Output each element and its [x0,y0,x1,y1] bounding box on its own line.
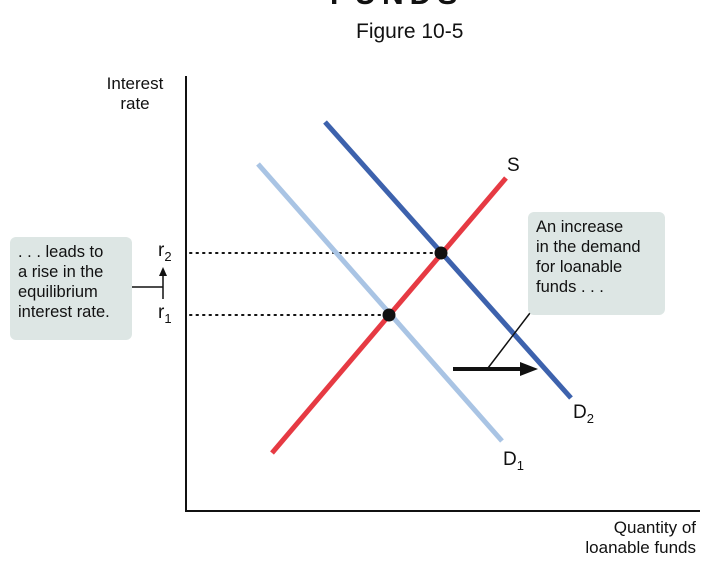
cutoff-heading: FUNDS [330,0,463,12]
right-callout-line-1: An increase [536,218,624,236]
supply-label-text: S [507,155,520,176]
d1-label-text: D [503,449,517,470]
d2-label-text: D [573,402,587,423]
right-callout-line-4: funds . . . [536,278,604,296]
y-axis-label-line-2: rate [120,94,150,113]
r1-sub: 1 [164,310,172,326]
demand-curve-d2 [323,120,573,400]
equilibrium-point-1 [382,308,396,322]
shift-arrow-head [520,362,538,376]
right-callout: An increase in the demand for loanable f… [528,212,665,315]
left-callout-line-4: interest rate. [18,303,110,321]
left-callout: . . . leads to a rise in the equilibrium… [10,237,132,340]
d1-label-sub: 1 [516,457,524,473]
left-callout-line-2: a rise in the [18,263,104,281]
x-axis-label: Quantity of loanable funds [556,518,696,558]
d2-label: D2 [573,402,594,426]
left-callout-line-1: . . . leads to [18,243,104,261]
supply-label: S [507,155,520,177]
y-axis-label: Interest rate [98,74,172,114]
r1-text: r [158,302,165,323]
r2-text: r [158,240,165,261]
r1-tick-label: r1 [158,302,172,326]
r2-tick-label: r2 [158,240,172,264]
right-callout-line-2: in the demand [536,238,641,256]
r2-sub: 2 [164,248,172,264]
left-callout-line-3: equilibrium [18,283,98,301]
right-callout-leader [487,312,531,369]
figure-title: Figure 10-5 [356,20,464,43]
demand-curve-d1 [256,162,504,443]
right-callout-line-3: for loanable [536,258,623,276]
rise-arrow-head [159,267,167,276]
x-axis-label-line-1: Quantity of [613,518,696,537]
d2-label-sub: 2 [586,410,594,426]
y-axis-label-line-1: Interest [106,74,164,93]
equilibrium-point-2 [434,246,448,260]
x-axis-label-line-2: loanable funds [585,538,696,557]
d1-label: D1 [503,449,524,473]
